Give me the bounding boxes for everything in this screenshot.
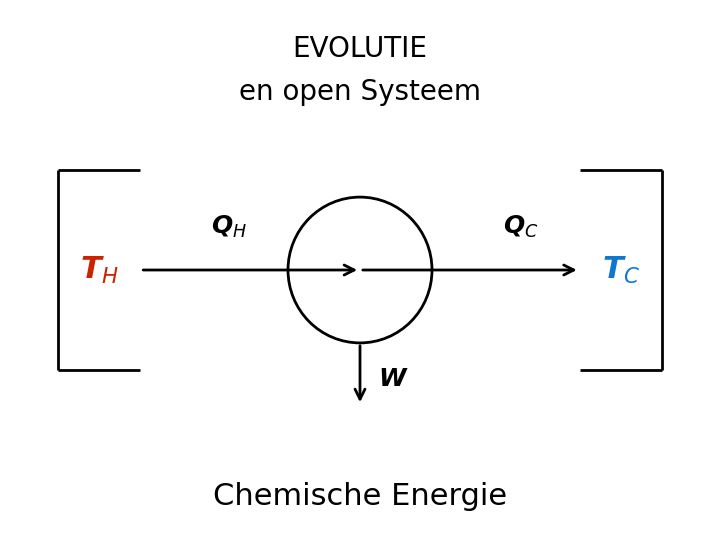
Text: Chemische Energie: Chemische Energie [213,482,507,511]
Text: $\boldsymbol{T}_{H}$: $\boldsymbol{T}_{H}$ [80,254,118,286]
Text: EVOLUTIE: EVOLUTIE [292,35,428,63]
Text: $\boldsymbol{Q}_{C}$: $\boldsymbol{Q}_{C}$ [503,214,539,240]
Text: $\boldsymbol{T}_{C}$: $\boldsymbol{T}_{C}$ [602,254,640,286]
Text: $\boldsymbol{Q}_{H}$: $\boldsymbol{Q}_{H}$ [211,214,247,240]
Text: $\boldsymbol{W}$: $\boldsymbol{W}$ [378,367,408,392]
Text: en open Systeem: en open Systeem [239,78,481,106]
